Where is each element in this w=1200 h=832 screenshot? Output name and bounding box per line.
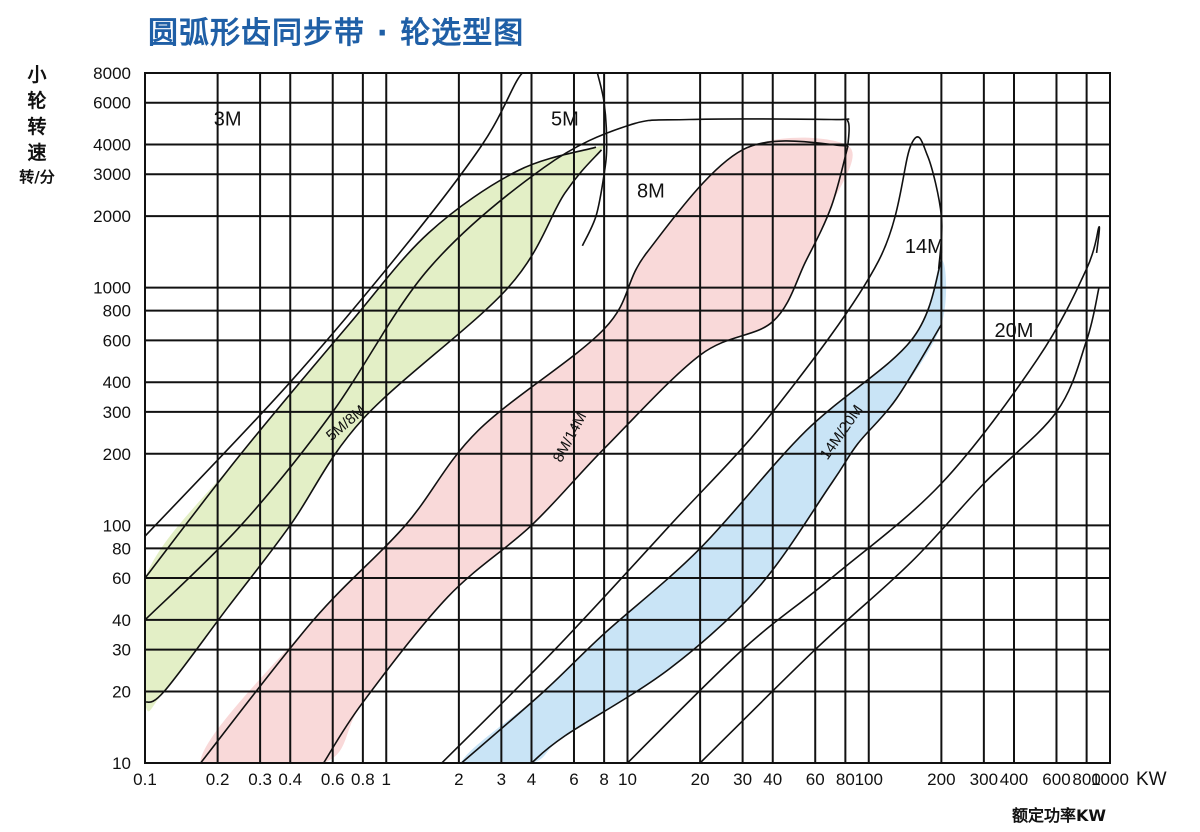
x-tick-label: 20 — [691, 770, 710, 789]
x-tick-label: 0.6 — [321, 770, 345, 789]
x-tick-label: 30 — [733, 770, 752, 789]
x-tick-label: 80 — [836, 770, 855, 789]
x-tick-label: 0.3 — [248, 770, 272, 789]
x-tick-label: 0.8 — [351, 770, 375, 789]
x-tick-label: 300 — [970, 770, 998, 789]
x-tick-label: 4 — [527, 770, 536, 789]
x-axis-unit: KW — [1136, 769, 1167, 790]
x-tick-label: 2 — [454, 770, 463, 789]
x-tick-label: 1000 — [1091, 770, 1129, 789]
y-tick-label: 2000 — [93, 207, 131, 226]
region-label: 3M — [214, 109, 242, 131]
limit-curve — [145, 146, 597, 579]
limit-curve — [530, 324, 943, 763]
y-tick-label: 100 — [103, 516, 131, 535]
y-tick-label: 80 — [112, 539, 131, 558]
x-tick-label: 600 — [1042, 770, 1070, 789]
limit-curve — [145, 118, 850, 621]
limit-curve — [460, 260, 943, 763]
limit-curve — [441, 136, 943, 763]
y-tick-label: 8000 — [93, 64, 131, 83]
y-tick-label: 60 — [112, 569, 131, 588]
y-tick-label: 800 — [103, 302, 131, 321]
y-axis-label-char: 速 — [27, 142, 47, 164]
x-tick-label: 0.1 — [133, 770, 157, 789]
y-tick-label: 400 — [103, 373, 131, 392]
chart-title: 圆弧形齿同步带 · 轮选型图 — [148, 16, 525, 51]
x-axis-label: 额定功率KW — [1012, 806, 1107, 825]
x-tick-label: 800 — [1072, 770, 1100, 789]
region-label: 5M — [551, 109, 579, 131]
limit-curve — [626, 226, 1101, 763]
x-tick-label: 60 — [806, 770, 825, 789]
x-tick-label: 200 — [927, 770, 955, 789]
y-axis-label-char: 轮 — [27, 90, 47, 112]
x-tick-label: 8 — [599, 770, 608, 789]
x-tick-label: 10 — [618, 770, 637, 789]
y-tick-label: 600 — [103, 331, 131, 350]
curves-group — [145, 73, 1101, 763]
grid-group — [144, 72, 1111, 764]
y-tick-label: 10 — [112, 754, 131, 773]
y-tick-label: 20 — [112, 682, 131, 701]
y-axis-label-char: 小 — [27, 64, 47, 86]
x-tick-label: 6 — [569, 770, 578, 789]
limit-curve — [581, 73, 608, 247]
x-tick-label: 400 — [1000, 770, 1028, 789]
y-axis-label-char: 转 — [27, 116, 47, 138]
limit-curve — [699, 287, 1100, 763]
y-tick-label: 200 — [103, 445, 131, 464]
y-tick-label: 4000 — [93, 136, 131, 155]
limit-curve — [322, 145, 849, 763]
y-tick-label: 40 — [112, 611, 131, 630]
y-axis-label: 小 轮 转 速 转/分 — [14, 62, 60, 188]
region-label: 8M — [637, 180, 665, 202]
limit-curve — [145, 73, 527, 537]
x-tick-label: 3 — [497, 770, 506, 789]
x-tick-label: 1 — [382, 770, 391, 789]
y-tick-label: 3000 — [93, 165, 131, 184]
region-label: 20M — [995, 320, 1034, 342]
band-area — [145, 144, 606, 712]
y-tick-label: 30 — [112, 641, 131, 660]
y-tick-label: 6000 — [93, 94, 131, 113]
x-tick-label: 100 — [855, 770, 883, 789]
y-tick-label: 300 — [103, 403, 131, 422]
region-label: 14M — [905, 236, 944, 258]
y-tick-label: 1000 — [93, 279, 131, 298]
y-axis-unit: 转/分 — [19, 168, 55, 186]
limit-curve — [145, 149, 603, 704]
x-tick-label: 0.2 — [206, 770, 230, 789]
limit-curve — [199, 140, 849, 763]
x-tick-label: 0.4 — [278, 770, 302, 789]
x-tick-label: 40 — [763, 770, 782, 789]
